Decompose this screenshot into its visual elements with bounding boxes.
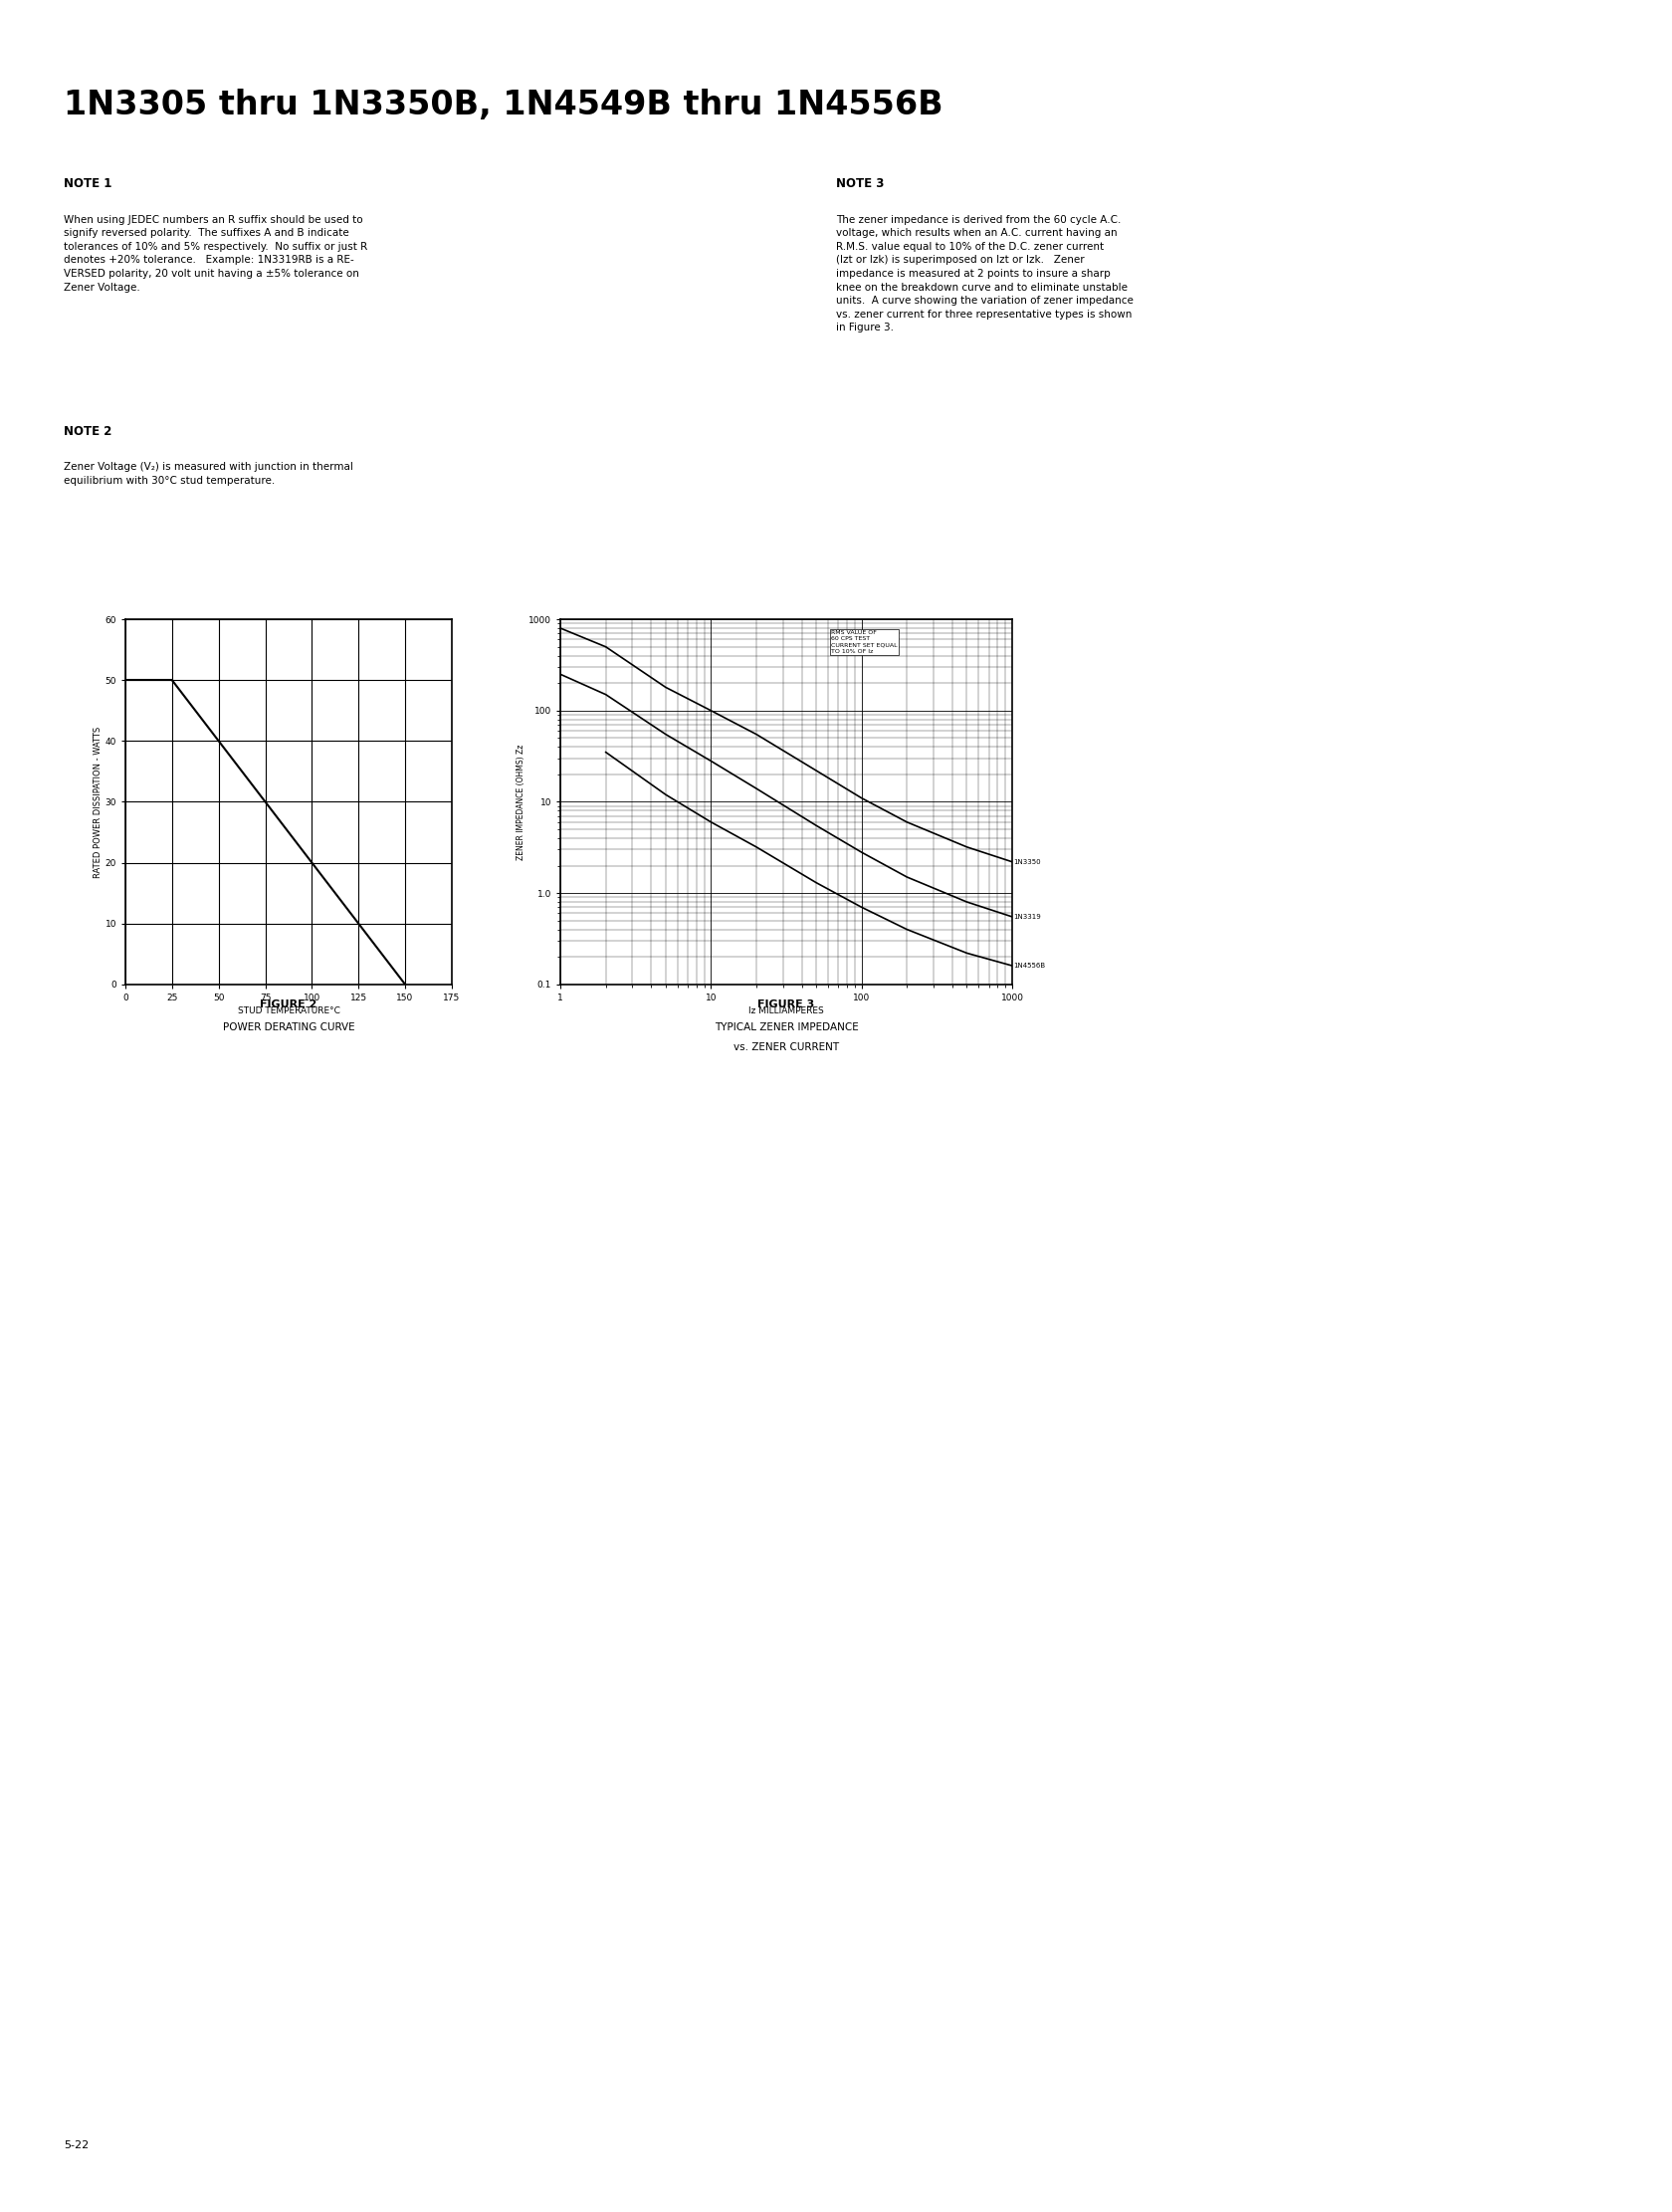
Text: 1N3350: 1N3350 [1013, 858, 1040, 865]
Y-axis label: ZENER IMPEDANCE (OHMS) Zz: ZENER IMPEDANCE (OHMS) Zz [517, 743, 525, 860]
Text: When using JEDEC numbers an R suffix should be used to
signify reversed polarity: When using JEDEC numbers an R suffix sho… [64, 215, 368, 292]
X-axis label: Iz MILLIAMPERES: Iz MILLIAMPERES [747, 1006, 824, 1015]
Text: NOTE 3: NOTE 3 [836, 177, 884, 190]
Text: Zener Voltage (V₂) is measured with junction in thermal
equilibrium with 30°C st: Zener Voltage (V₂) is measured with junc… [64, 462, 353, 487]
Y-axis label: RATED POWER DISSIPATION - WATTS: RATED POWER DISSIPATION - WATTS [94, 726, 102, 878]
Text: FIGURE 2: FIGURE 2 [259, 1000, 318, 1011]
Text: vs. ZENER CURRENT: vs. ZENER CURRENT [732, 1042, 839, 1053]
Text: POWER DERATING CURVE: POWER DERATING CURVE [222, 1022, 354, 1033]
Text: The zener impedance is derived from the 60 cycle A.C.
voltage, which results whe: The zener impedance is derived from the … [836, 215, 1134, 332]
Text: FIGURE 3: FIGURE 3 [757, 1000, 814, 1011]
Text: 5-22: 5-22 [64, 2139, 89, 2150]
Text: NOTE 2: NOTE 2 [64, 425, 112, 438]
Text: RMS VALUE OF
60 CPS TEST
CURRENT SET EQUAL
TO 10% OF Iz: RMS VALUE OF 60 CPS TEST CURRENT SET EQU… [831, 630, 898, 655]
Text: 1N3305 thru 1N3350B, 1N4549B thru 1N4556B: 1N3305 thru 1N3350B, 1N4549B thru 1N4556… [64, 88, 943, 122]
Text: 1N4556B: 1N4556B [1013, 962, 1045, 969]
X-axis label: STUD TEMPERATURE°C: STUD TEMPERATURE°C [237, 1006, 339, 1015]
Text: 1N3319: 1N3319 [1013, 914, 1040, 920]
Text: NOTE 1: NOTE 1 [64, 177, 112, 190]
Text: TYPICAL ZENER IMPEDANCE: TYPICAL ZENER IMPEDANCE [714, 1022, 858, 1033]
